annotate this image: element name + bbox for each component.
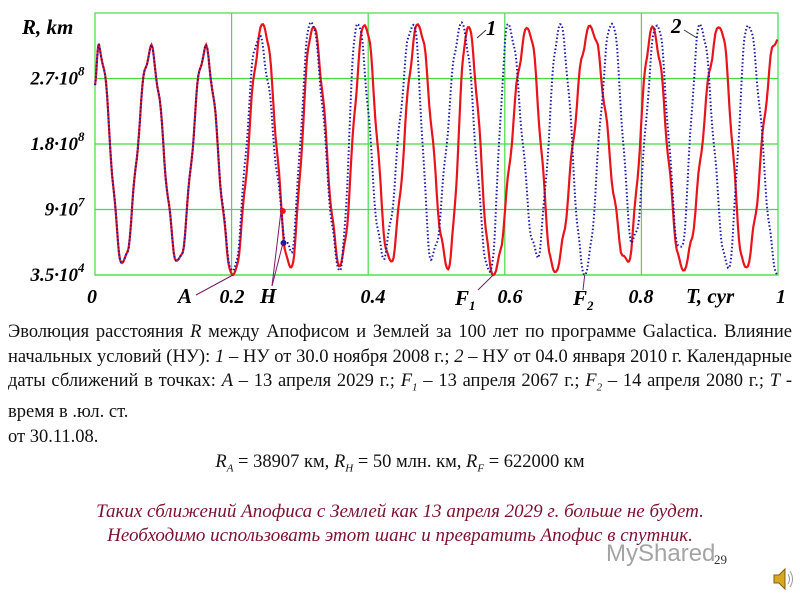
conclusion-line-1: Таких сближений Апофиса с Землей как 13 … — [96, 501, 704, 522]
formula-value: = 50 млн. км, — [353, 452, 467, 472]
caption-text: – 13 апреля 2067 г.; — [417, 371, 586, 391]
formula-var: R — [215, 452, 227, 472]
caption-var: T — [769, 371, 781, 391]
caption-var: F — [400, 371, 413, 391]
leader-line — [476, 29, 487, 39]
formula-sub: A — [226, 462, 234, 475]
caption-var: 2 — [596, 381, 603, 394]
caption-text: Эволюция расстояния — [8, 322, 191, 342]
chart-ticks: 0 0.2 0.4 0.6 0.8 13.5·10 49·10 71.8·10 82.7·10 8 — [30, 64, 787, 309]
leader-line — [582, 274, 586, 291]
series-2-line — [94, 20, 779, 277]
figure-caption: Эволюция расстояния R между Апофисом и З… — [8, 320, 792, 449]
caption-var: 1 — [412, 381, 418, 394]
annotation-F2: F2 — [572, 286, 594, 310]
x-tick-label: 0.2 — [220, 286, 245, 308]
caption-var: R — [190, 322, 202, 342]
chart-series — [93, 20, 779, 277]
formula-var: R — [333, 452, 346, 472]
x-tick-label: 0 — [87, 286, 97, 308]
distance-chart: 0 0.2 0.4 0.6 0.8 13.5·10 49·10 71.8·10 82.7·10 8… — [21, 12, 787, 310]
annotation-series-2: 2 — [670, 14, 682, 38]
series-1-line — [93, 23, 779, 277]
x-tick-label: 0.8 — [629, 286, 654, 308]
formula-value: = 38907 км, — [233, 452, 334, 472]
speaker-icon[interactable] — [772, 566, 794, 592]
annotation-series-1: 1 — [486, 16, 497, 40]
page-number: 29 — [714, 552, 727, 567]
leader-line — [477, 274, 494, 291]
caption-text: - время в .юл. ст. — [8, 371, 793, 423]
caption-var: 2 — [454, 346, 464, 367]
annotation-F1: F1 — [454, 286, 476, 310]
x-tick-label: 1 — [776, 286, 786, 308]
leader-line — [195, 274, 234, 296]
caption-text: – НУ от 30.0 ноября 2008 г.; — [224, 346, 455, 367]
chart-annotations: A H F1 F2 1 2 — [176, 14, 698, 310]
annotation-A: A — [176, 284, 192, 308]
caption-text: между Апофисом и Землей за 100 лет по пр… — [8, 322, 792, 367]
conclusion-line-2: Необходимо использовать этот шанс и прев… — [107, 525, 693, 546]
caption-text: от 30.11.08. — [8, 426, 99, 447]
leader-line — [271, 242, 284, 287]
x-tick-label: 0.4 — [361, 286, 386, 308]
x-axis-label: T, cyr — [686, 284, 735, 308]
h-point-marker — [280, 239, 287, 246]
y-tick-label: 2.7·10 — [30, 69, 79, 90]
x-tick-label: 0.6 — [498, 286, 523, 308]
y-tick-exponent: 8 — [78, 64, 85, 79]
caption-var: 1 — [214, 346, 225, 367]
y-tick-exponent: 7 — [78, 195, 85, 210]
conclusion-text: Таких сближений Апофиса с Землей как 13 … — [0, 500, 800, 548]
leader-line — [683, 29, 698, 39]
formula-value: = 622000 км — [484, 452, 585, 472]
y-tick-exponent: 4 — [77, 260, 85, 275]
caption-var: F — [585, 371, 597, 391]
y-axis-label: R, km — [21, 15, 73, 39]
formula-sub: F — [477, 462, 485, 475]
y-tick-label: 3.5·10 — [30, 265, 79, 286]
y-tick-exponent: 8 — [78, 129, 85, 144]
caption-text: – 13 апреля 2029 г.; — [233, 371, 401, 391]
watermark-logo: MyShared — [606, 540, 716, 567]
leader-line — [271, 210, 282, 287]
y-tick-label: 9·10 — [45, 200, 79, 221]
caption-text: – НУ от 04.0 января 2010 г. Календарные … — [8, 346, 792, 392]
formula-var: R — [466, 452, 478, 472]
h-point-marker — [279, 207, 286, 214]
y-tick-label: 1.8·10 — [31, 134, 79, 155]
annotation-H: H — [259, 284, 277, 308]
formula-sub: H — [345, 462, 354, 475]
distance-formula: RA = 38907 км, RH = 50 млн. км, RF = 622… — [0, 452, 800, 475]
caption-var: A — [221, 371, 233, 391]
chart-grid — [94, 12, 779, 276]
caption-text: – 14 апреля 2080 г.; — [602, 371, 770, 391]
